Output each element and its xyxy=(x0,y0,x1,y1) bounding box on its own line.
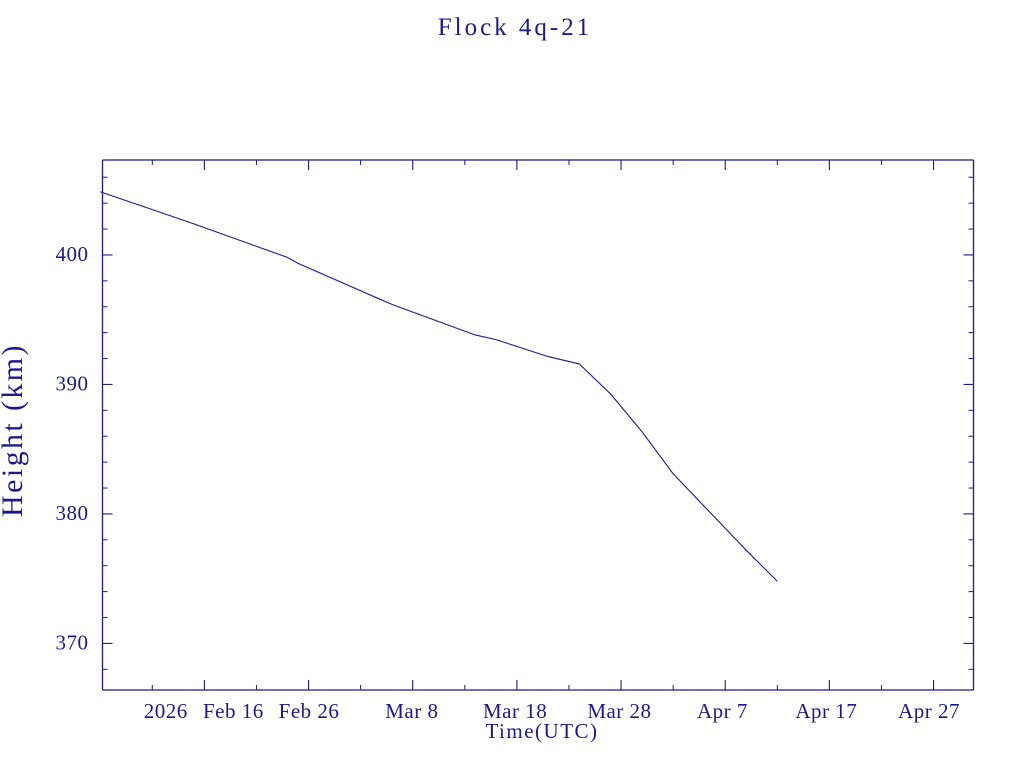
svg-text:2026: 2026 xyxy=(144,699,188,723)
svg-text:Height (km): Height (km) xyxy=(0,343,29,517)
svg-text:Time(UTC): Time(UTC) xyxy=(485,719,598,743)
svg-text:Feb 26: Feb 26 xyxy=(279,699,340,723)
svg-text:Apr 17: Apr 17 xyxy=(795,699,857,723)
svg-text:Apr 27: Apr 27 xyxy=(898,699,960,723)
svg-text:Flock 4q-21: Flock 4q-21 xyxy=(438,14,593,41)
svg-text:370: 370 xyxy=(56,630,89,654)
svg-text:Mar 8: Mar 8 xyxy=(385,699,438,723)
svg-text:380: 380 xyxy=(56,501,89,525)
svg-text:400: 400 xyxy=(56,242,89,266)
svg-text:Feb 16: Feb 16 xyxy=(203,699,264,723)
svg-text:390: 390 xyxy=(56,371,89,395)
svg-text:Apr 7: Apr 7 xyxy=(697,699,748,723)
